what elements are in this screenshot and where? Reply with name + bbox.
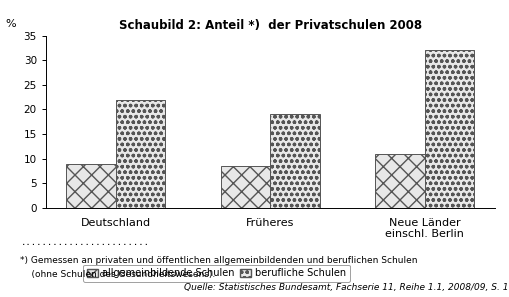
Bar xyxy=(220,166,270,208)
Legend: allgemeinbildende Schulen, berufliche Schulen: allgemeinbildende Schulen, berufliche Sc… xyxy=(82,265,350,282)
Bar xyxy=(116,99,165,208)
Bar xyxy=(270,114,319,208)
Bar xyxy=(424,50,473,208)
Text: (ohne Schulen des Gesundheitswesens).: (ohne Schulen des Gesundheitswesens). xyxy=(20,270,215,279)
Text: ........................: ........................ xyxy=(20,238,149,247)
Text: *) Gemessen an privaten und öffentlichen allgemeinbildenden und beruflichen Schu: *) Gemessen an privaten und öffentlichen… xyxy=(20,256,417,265)
Bar xyxy=(375,154,424,208)
Text: Quelle: Statistisches Bundesamt, Fachserie 11, Reihe 1.1, 2008/09, S. 16: Quelle: Statistisches Bundesamt, Fachser… xyxy=(183,283,509,293)
Title: Schaubild 2: Anteil *)  der Privatschulen 2008: Schaubild 2: Anteil *) der Privatschulen… xyxy=(119,19,421,32)
Text: %: % xyxy=(6,19,16,29)
Bar xyxy=(66,164,116,208)
